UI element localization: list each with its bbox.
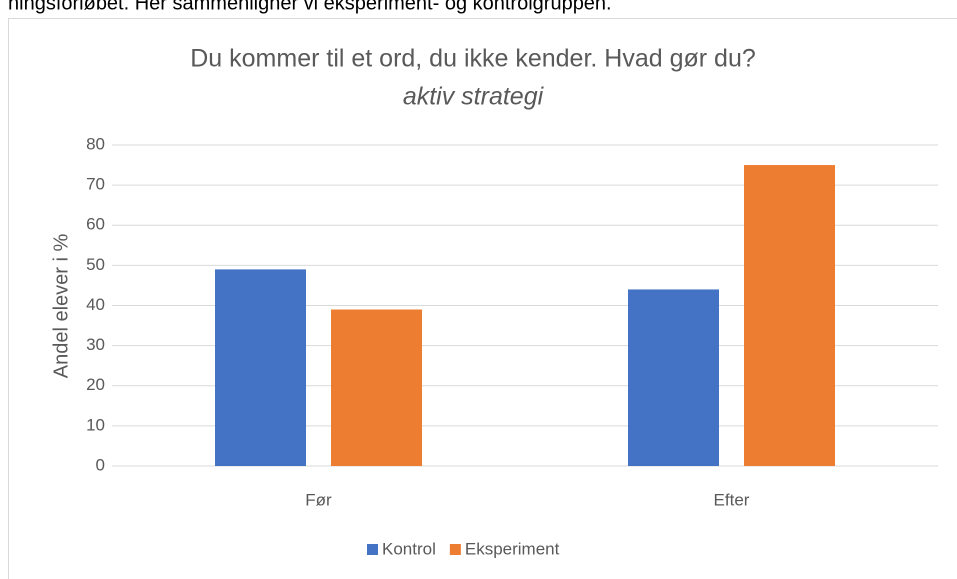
chart-title: Du kommer til et ord, du ikke kender. Hv… (190, 45, 756, 73)
bar (215, 269, 306, 466)
y-tick-label: 80 (86, 134, 105, 153)
legend-label: Eksperiment (465, 539, 560, 558)
legend-label: Kontrol (382, 539, 436, 558)
legend-swatch (367, 544, 378, 555)
y-tick-label: 10 (86, 415, 105, 434)
chart-subtitle: aktiv strategi (403, 83, 545, 111)
y-tick-label: 70 (86, 175, 105, 194)
x-tick-label: Før (305, 490, 332, 509)
caption: ningsforløbet. Her sammenligner vi ekspe… (8, 0, 612, 14)
y-tick-label: 20 (86, 375, 105, 394)
y-tick-label: 60 (86, 215, 105, 234)
y-tick-label: 40 (86, 295, 105, 314)
y-tick-label: 30 (86, 335, 105, 354)
bar (331, 309, 422, 466)
bar (744, 165, 835, 466)
y-tick-label: 0 (96, 455, 105, 474)
bar (628, 289, 719, 466)
x-tick-label: Efter (714, 490, 750, 509)
y-tick-label: 50 (86, 255, 105, 274)
y-axis-label: Andel elever i % (50, 234, 72, 379)
legend-swatch (449, 544, 461, 555)
